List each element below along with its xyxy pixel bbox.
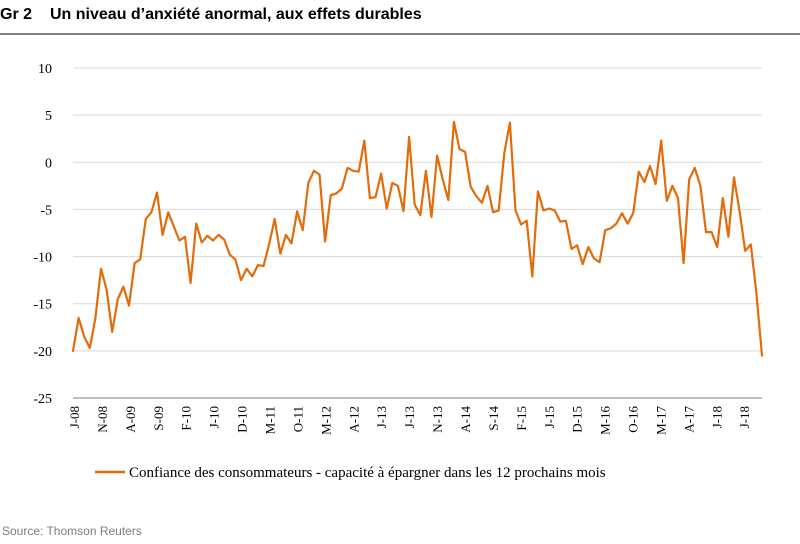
y-tick-label: -20 [33, 345, 52, 360]
y-tick-label: 5 [45, 109, 52, 124]
x-tick-label: J-10 [207, 406, 222, 428]
x-tick-label: M-16 [598, 406, 613, 435]
x-tick-label: M-11 [262, 406, 277, 434]
x-tick-label: J-18 [709, 406, 724, 428]
x-tick-label: A-12 [346, 406, 361, 433]
x-tick-label: D-15 [570, 406, 585, 433]
x-tick-label: M-17 [653, 406, 668, 435]
title-rule [0, 33, 800, 35]
x-tick-label: A-14 [458, 406, 473, 433]
series-line [71, 120, 764, 357]
x-tick-label: J-13 [402, 406, 417, 428]
x-tick-label: F-15 [514, 406, 529, 431]
y-tick-label: 0 [45, 156, 52, 171]
legend-label: Confiance des consommateurs - capacité à… [129, 465, 606, 481]
x-tick-label: F-10 [179, 406, 194, 431]
x-tick-label: A-17 [681, 406, 696, 433]
line-chart: 10 5 0 -5 -10 -15 -20 -25 J-08 N-08 A-09 S-09 F-10 J-… [33, 62, 764, 481]
y-tick-label: -25 [33, 392, 52, 407]
x-tick-label: J-13 [374, 406, 389, 428]
x-tick-label: S-09 [151, 406, 166, 431]
x-tick-label: D-10 [235, 406, 250, 433]
figure-number: Gr 2 [0, 6, 33, 23]
x-tick-label: M-12 [318, 406, 333, 435]
source-note: Source: Thomson Reuters [2, 524, 142, 538]
y-tick-label: -5 [40, 203, 52, 218]
x-tick-label: N-13 [430, 406, 445, 433]
x-tick-label: N-08 [95, 406, 110, 433]
x-tick-label: J-18 [737, 406, 752, 428]
title-bar: Gr 2 Un niveau d’anxiété anormal, aux ef… [0, 0, 800, 35]
y-tick-label: -10 [33, 251, 52, 266]
x-tick-label: J-15 [542, 406, 557, 428]
y-tick-label: -15 [33, 298, 52, 313]
x-tick-label: O-11 [290, 406, 305, 432]
chart-title: Un niveau d’anxiété anormal, aux effets … [50, 6, 422, 23]
x-tick-label: J-08 [67, 406, 82, 428]
x-tick-label: S-14 [486, 406, 501, 431]
x-tick-label: A-09 [123, 406, 138, 433]
x-tick-label: O-16 [626, 406, 641, 433]
y-tick-label: 10 [38, 62, 52, 77]
